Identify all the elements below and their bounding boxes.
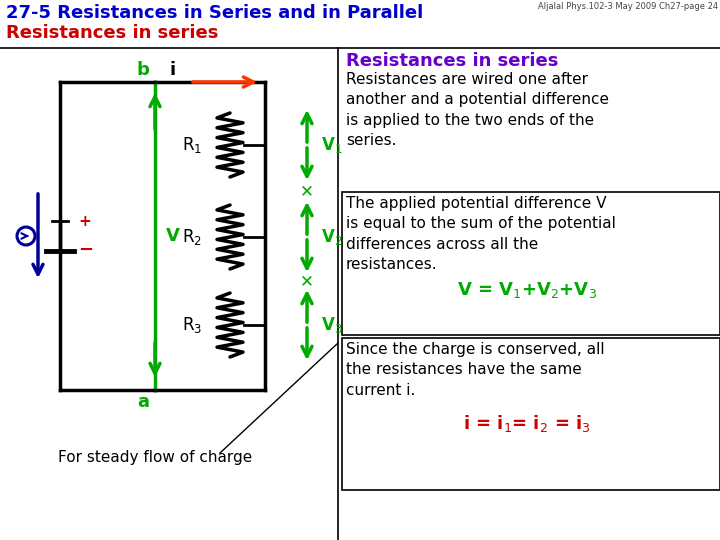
- Text: i: i: [170, 61, 176, 79]
- Text: ✕: ✕: [300, 182, 314, 200]
- Text: −: −: [78, 241, 93, 259]
- Text: Resistances are wired one after
another and a potential difference
is applied to: Resistances are wired one after another …: [346, 72, 609, 148]
- Text: R$_3$: R$_3$: [181, 315, 202, 335]
- Text: Aljalal Phys.102-3 May 2009 Ch27-page 24: Aljalal Phys.102-3 May 2009 Ch27-page 24: [538, 2, 718, 11]
- Text: For steady flow of charge: For steady flow of charge: [58, 450, 252, 465]
- Text: V$_2$: V$_2$: [321, 227, 342, 247]
- Text: The applied potential difference V
is equal to the sum of the potential
differen: The applied potential difference V is eq…: [346, 196, 616, 272]
- Text: Resistances in series: Resistances in series: [6, 24, 218, 42]
- Text: i = i$_1$= i$_2$ = i$_3$: i = i$_1$= i$_2$ = i$_3$: [463, 413, 591, 434]
- Bar: [342, 192, 720, 335]
- Text: R$_1$: R$_1$: [182, 135, 202, 155]
- Circle shape: [17, 227, 35, 245]
- Text: b: b: [137, 61, 150, 79]
- Text: V: V: [166, 227, 180, 245]
- Text: Since the charge is conserved, all
the resistances have the same
current i.: Since the charge is conserved, all the r…: [346, 342, 605, 398]
- Text: +: +: [78, 214, 91, 230]
- Text: V$_3$: V$_3$: [321, 315, 343, 335]
- Bar: [342, 338, 720, 490]
- Text: V = V$_1$+V$_2$+V$_3$: V = V$_1$+V$_2$+V$_3$: [457, 280, 597, 300]
- Text: Resistances in series: Resistances in series: [346, 52, 559, 70]
- Text: 27-5 Resistances in Series and in Parallel: 27-5 Resistances in Series and in Parall…: [6, 4, 423, 22]
- Text: ✕: ✕: [300, 272, 314, 290]
- Text: V$_1$: V$_1$: [321, 135, 343, 155]
- Text: a: a: [137, 393, 149, 411]
- Text: R$_2$: R$_2$: [182, 227, 202, 247]
